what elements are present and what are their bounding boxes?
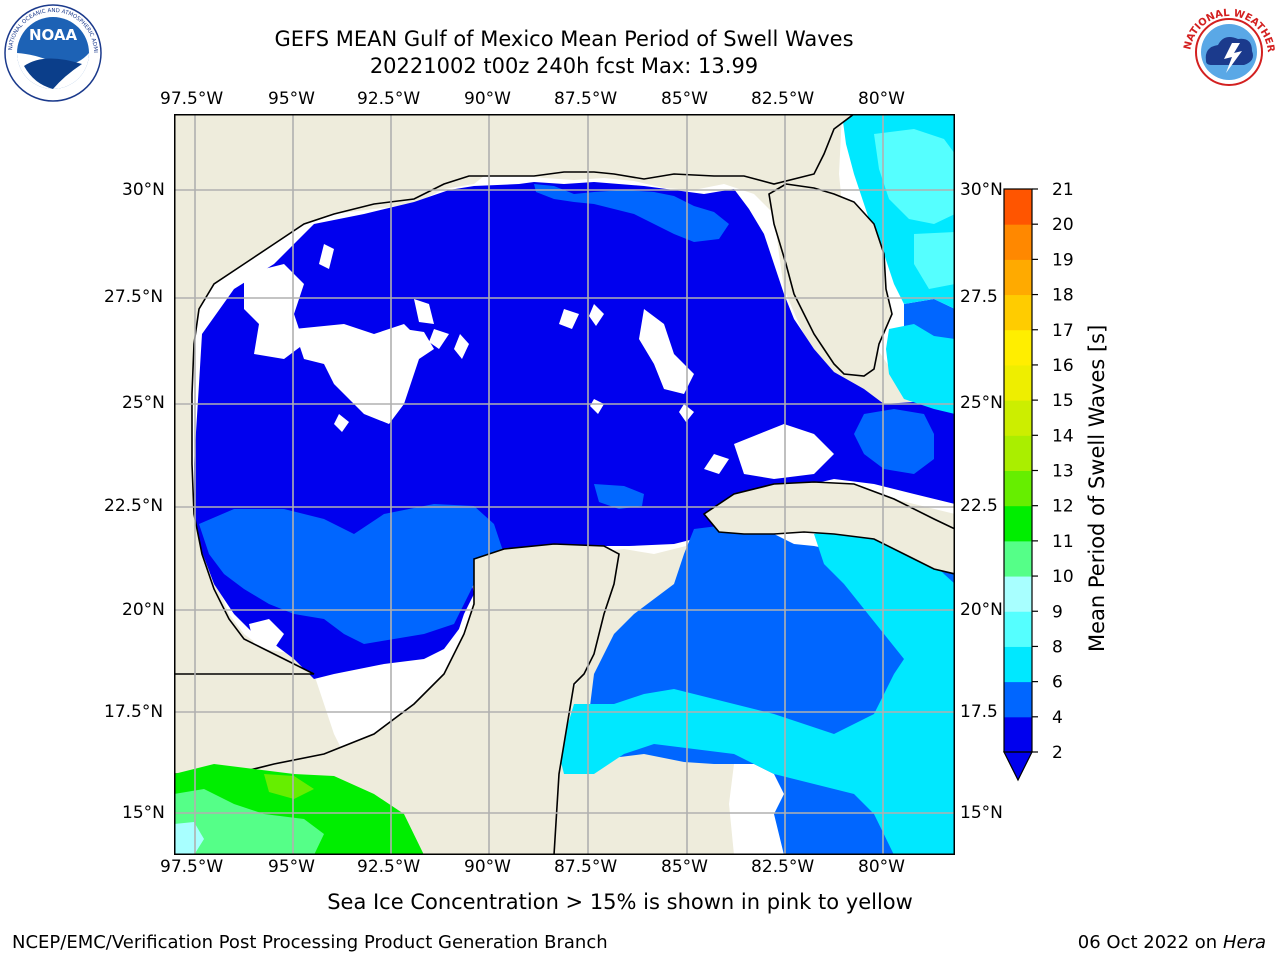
lon-label-top: 87.5°W <box>554 89 618 109</box>
colorbar-tick-label: 9 <box>1052 602 1063 622</box>
lon-label-top: 80°W <box>858 89 905 109</box>
lon-label-bottom: 80°W <box>858 857 905 877</box>
plot-subtitle: 20221002 t00z 240h fcst Max: 13.99 <box>369 54 759 78</box>
plot-title: GEFS MEAN Gulf of Mexico Mean Period of … <box>274 27 854 51</box>
colorbar-label: Mean Period of Swell Waves [s] <box>1085 324 1109 652</box>
date-line: 06 Oct 2022 on Hera <box>1078 932 1266 953</box>
colorbar-tick-label: 17 <box>1052 321 1074 341</box>
sea-ice-note: Sea Ice Concentration > 15% is shown in … <box>0 890 1280 914</box>
colorbar-segment <box>1004 259 1032 296</box>
lon-label-bottom: 82.5°W <box>751 857 815 877</box>
colorbar-segment <box>1004 505 1032 542</box>
pacific-swell-field <box>174 764 424 855</box>
nws-logo: NATIONAL WEATHER SERVICE <box>1180 3 1276 99</box>
lat-label-right: 22.5 <box>960 496 998 516</box>
lon-label-bottom: 90°W <box>464 857 511 877</box>
colorbar-tick-label: 8 <box>1052 637 1063 657</box>
lat-label-left: 25°N <box>122 393 165 413</box>
graticule <box>174 114 955 855</box>
colorbar-segment <box>1004 400 1032 436</box>
colorbar-tick-label: 2 <box>1052 743 1063 763</box>
colorbar-segment <box>1004 470 1032 507</box>
nodata-pockets <box>244 244 834 649</box>
noaa-logo: NOAA NATIONAL OCEANIC AND ATMOSPHERIC AD… <box>4 4 102 102</box>
colorbar-tick-label: 14 <box>1052 426 1074 446</box>
colorbar-tick-label: 20 <box>1052 215 1074 235</box>
lat-label-left: 22.5°N <box>104 496 164 516</box>
map-frame <box>174 114 955 855</box>
colorbar-segment <box>1004 189 1032 225</box>
lat-label-right: 25°N <box>960 393 1003 413</box>
colorbar-segment <box>1004 364 1032 401</box>
lon-label-bottom: 87.5°W <box>554 857 618 877</box>
colorbar: 2 4 6 8 9 10 11 12 13 14 15 16 17 18 19 20 21 <box>1003 180 1074 782</box>
colorbar-tick-label: 19 <box>1052 250 1074 270</box>
lon-label-top: 92.5°W <box>357 89 421 109</box>
colorbar-segment <box>1004 224 1032 260</box>
colorbar-tick-label: 4 <box>1052 708 1063 728</box>
colorbar-segment <box>1004 646 1032 683</box>
noaa-logo-text: NOAA <box>29 26 78 44</box>
lat-label-right: 17.5 <box>960 702 998 722</box>
sea-ice-note-text: Sea Ice Concentration > 15% is shown in … <box>327 890 913 914</box>
colorbar-segment <box>1004 294 1032 331</box>
colorbar-segment <box>1004 329 1032 366</box>
lat-label-right: 15°N <box>960 803 1003 823</box>
lat-label-right: 30°N <box>960 180 1003 200</box>
lon-label-top: 97.5°W <box>160 89 224 109</box>
colorbar-segment <box>1004 716 1032 753</box>
lon-label-bottom: 85°W <box>661 857 708 877</box>
colorbar-tick-label: 13 <box>1052 462 1074 482</box>
lon-label-bottom: 95°W <box>268 857 315 877</box>
lon-label-top: 85°W <box>661 89 708 109</box>
colorbar-tick-label: 10 <box>1052 567 1074 587</box>
credit-line: NCEP/EMC/Verification Post Processing Pr… <box>12 932 608 953</box>
colorbar-tick-label: 12 <box>1052 497 1074 517</box>
colorbar-segment <box>1004 576 1032 612</box>
colorbar-segment <box>1004 540 1032 577</box>
colorbar-tick-label: 21 <box>1052 180 1074 200</box>
lat-label-left: 30°N <box>122 180 165 200</box>
mexico-texas-land <box>174 114 856 675</box>
lon-label-bottom: 97.5°W <box>160 857 224 877</box>
lat-label-left: 15°N <box>122 803 165 823</box>
colorbar-tick-label: 6 <box>1052 673 1063 693</box>
gulf-map <box>174 114 955 855</box>
lon-label-top: 95°W <box>268 89 315 109</box>
lon-label-bottom: 92.5°W <box>357 857 421 877</box>
colorbar-segment <box>1004 611 1032 647</box>
lat-label-right: 20°N <box>960 600 1003 620</box>
lat-label-right: 27.5 <box>960 287 998 307</box>
colorbar-tick-label: 16 <box>1052 356 1074 376</box>
colorbar-tick-label: 11 <box>1052 532 1074 552</box>
swell-field-8-9s <box>874 129 955 289</box>
colorbar-tick-label: 15 <box>1052 391 1074 411</box>
lat-label-left: 20°N <box>122 600 165 620</box>
lat-label-left: 27.5°N <box>104 287 164 307</box>
colorbar-segment <box>1004 435 1032 471</box>
lon-label-top: 82.5°W <box>751 89 815 109</box>
date-text: 06 Oct 2022 on <box>1077 932 1218 953</box>
lon-label-top: 90°W <box>464 89 511 109</box>
colorbar-tick-label: 18 <box>1052 286 1074 306</box>
lat-label-left: 17.5°N <box>104 702 164 722</box>
colorbar-extend-triangle <box>1003 751 1033 782</box>
colorbar-segment <box>1004 681 1032 718</box>
host-text: Hera <box>1222 932 1266 953</box>
